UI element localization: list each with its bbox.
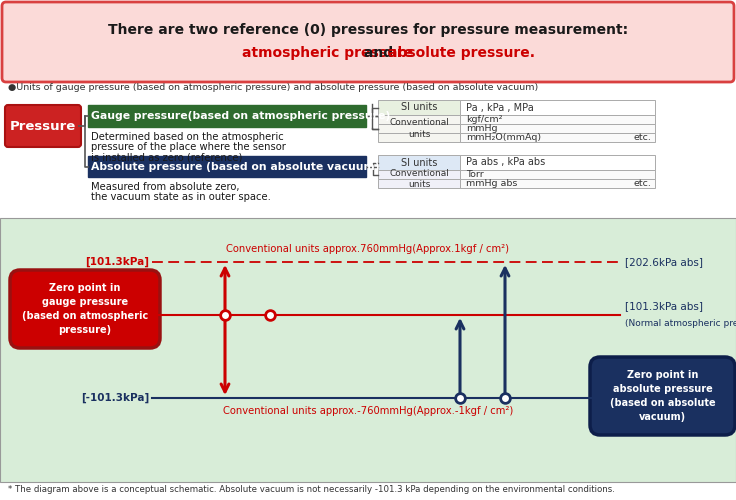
Text: ●Units of gauge pressure (based on atmospheric pressure) and absolute pressure (: ●Units of gauge pressure (based on atmos…	[8, 82, 538, 92]
Text: atmospheric pressure: atmospheric pressure	[242, 46, 414, 60]
Bar	[460, 179, 655, 188]
Text: Pressure: Pressure	[10, 120, 76, 132]
Bar	[460, 155, 655, 170]
Text: Torr: Torr	[466, 170, 484, 179]
FancyBboxPatch shape	[5, 105, 81, 147]
Bar	[460, 115, 655, 124]
Text: Conventional units approx.-760mmHg(Approx.-1kgf / cm²): Conventional units approx.-760mmHg(Appro…	[223, 406, 513, 416]
Bar	[378, 115, 460, 124]
Text: SI units: SI units	[401, 102, 437, 113]
Text: is installed as zero (reference): is installed as zero (reference)	[91, 152, 242, 162]
FancyBboxPatch shape	[590, 357, 735, 435]
Bar	[460, 170, 655, 179]
Text: kgf/cm²: kgf/cm²	[466, 115, 503, 124]
Text: mmHg abs: mmHg abs	[466, 179, 517, 188]
Text: pressure of the place where the sensor: pressure of the place where the sensor	[91, 142, 286, 152]
Text: (Normal atmospheric pressure): (Normal atmospheric pressure)	[625, 319, 736, 328]
Bar	[460, 100, 655, 115]
Bar	[460, 133, 655, 142]
Text: Conventional units approx.760mmHg(Approx.1kgf / cm²): Conventional units approx.760mmHg(Approx…	[227, 244, 509, 254]
Text: absolute pressure.: absolute pressure.	[389, 46, 536, 60]
Text: and: and	[359, 46, 398, 60]
FancyBboxPatch shape	[2, 2, 734, 82]
Bar	[460, 124, 655, 133]
Text: the vacuum state as in outer space.: the vacuum state as in outer space.	[91, 192, 271, 202]
Text: Determined based on the atmospheric: Determined based on the atmospheric	[91, 132, 284, 142]
Text: [202.6kPa abs]: [202.6kPa abs]	[625, 257, 703, 267]
Text: etc.: etc.	[633, 133, 651, 142]
Text: Pa abs , kPa abs: Pa abs , kPa abs	[466, 158, 545, 168]
Text: [101.3kPa abs]: [101.3kPa abs]	[625, 301, 703, 311]
Text: mmH₂O(mmAq): mmH₂O(mmAq)	[466, 133, 541, 142]
Text: Conventional
units: Conventional units	[389, 118, 449, 139]
Bar	[378, 179, 460, 188]
FancyBboxPatch shape	[88, 156, 366, 177]
FancyBboxPatch shape	[88, 105, 366, 127]
Text: There are two reference (0) pressures for pressure measurement:: There are two reference (0) pressures fo…	[108, 23, 628, 37]
Text: etc.: etc.	[633, 179, 651, 188]
Bar	[378, 155, 460, 170]
Bar	[378, 124, 460, 133]
Text: Conventional
units: Conventional units	[389, 169, 449, 189]
FancyBboxPatch shape	[10, 270, 160, 348]
Text: [101.3kPa]: [101.3kPa]	[85, 257, 149, 267]
Text: Measured from absolute zero,: Measured from absolute zero,	[91, 182, 239, 192]
Bar	[0, 218, 736, 482]
Text: Gauge pressure(based on atmospheric pressure): Gauge pressure(based on atmospheric pres…	[91, 111, 390, 121]
Text: Zero point in
gauge pressure
(based on atmospheric
pressure): Zero point in gauge pressure (based on a…	[22, 283, 148, 335]
Bar	[378, 170, 460, 179]
Text: Absolute pressure (based on absolute vacuum): Absolute pressure (based on absolute vac…	[91, 162, 380, 172]
Text: mmHg: mmHg	[466, 124, 498, 133]
Bar	[378, 100, 460, 115]
Bar	[378, 133, 460, 142]
Text: * The diagram above is a conceptual schematic. Absolute vacuum is not necessaril: * The diagram above is a conceptual sche…	[8, 486, 615, 494]
Text: [-101.3kPa]: [-101.3kPa]	[81, 393, 149, 403]
Text: Zero point in
absolute pressure
(based on absolute
vacuum): Zero point in absolute pressure (based o…	[609, 370, 715, 422]
Text: Pa , kPa , MPa: Pa , kPa , MPa	[466, 102, 534, 113]
Text: SI units: SI units	[401, 158, 437, 168]
